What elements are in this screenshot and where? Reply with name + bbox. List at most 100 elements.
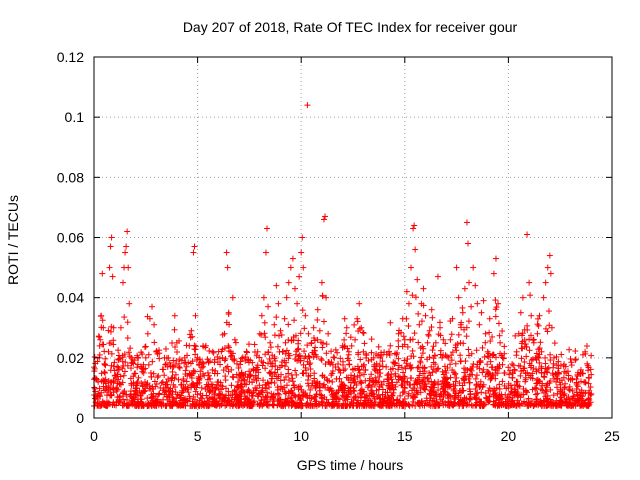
noise-point	[238, 381, 245, 388]
noise-point	[241, 400, 248, 407]
noise-point	[193, 402, 200, 409]
noise-point	[392, 350, 399, 357]
noise-point	[429, 347, 436, 354]
noise-point	[406, 381, 413, 388]
roti-point	[439, 354, 446, 361]
roti-point	[269, 360, 276, 367]
noise-point	[229, 356, 236, 363]
noise-point	[348, 372, 355, 379]
roti-point	[395, 330, 402, 337]
noise-point	[194, 391, 201, 398]
noise-point	[278, 362, 285, 369]
noise-point	[376, 362, 383, 369]
roti-point	[110, 324, 117, 331]
noise-point	[302, 353, 309, 360]
noise-point	[116, 393, 123, 400]
noise-point	[139, 368, 146, 375]
roti-point	[464, 240, 471, 247]
roti-point	[482, 330, 489, 337]
roti-point	[291, 285, 298, 292]
noise-point	[292, 332, 299, 339]
noise-point	[298, 402, 305, 409]
noise-point	[356, 390, 363, 397]
noise-point	[216, 394, 223, 401]
roti-point	[254, 348, 261, 355]
noise-point	[372, 374, 379, 381]
roti-point	[285, 279, 292, 286]
noise-point	[192, 343, 199, 350]
noise-point	[165, 376, 172, 383]
noise-point	[116, 397, 123, 404]
roti-point	[362, 366, 369, 373]
noise-point	[206, 388, 213, 395]
noise-point	[538, 365, 545, 372]
roti-point	[513, 348, 520, 355]
x-tick-label: 0	[90, 428, 98, 444]
noise-point	[274, 384, 281, 391]
noise-point	[220, 396, 227, 403]
noise-point	[119, 354, 126, 361]
noise-point	[477, 378, 484, 385]
noise-point	[528, 362, 535, 369]
roti-point	[111, 372, 118, 379]
roti-point	[128, 354, 135, 361]
noise-point	[291, 317, 298, 324]
noise-point	[91, 375, 98, 382]
noise-point	[298, 386, 305, 393]
noise-point	[567, 355, 574, 362]
noise-point	[434, 399, 441, 406]
noise-point	[572, 348, 579, 355]
roti-point	[534, 330, 541, 337]
noise-point	[523, 343, 530, 350]
noise-point	[376, 373, 383, 380]
noise-point	[259, 362, 266, 369]
noise-point	[177, 402, 184, 409]
noise-point	[177, 395, 184, 402]
noise-point	[538, 402, 545, 409]
noise-point	[585, 374, 592, 381]
noise-point	[467, 388, 474, 395]
noise-point	[353, 402, 360, 409]
noise-point	[329, 387, 336, 394]
noise-point	[489, 333, 496, 340]
noise-point	[375, 352, 382, 359]
noise-point	[240, 387, 247, 394]
roti-point	[161, 354, 168, 361]
noise-point	[122, 359, 129, 366]
noise-point	[504, 394, 511, 401]
noise-point	[240, 376, 247, 383]
noise-point	[160, 401, 167, 408]
roti-point	[530, 336, 537, 343]
noise-point	[306, 361, 313, 368]
noise-point	[207, 387, 214, 394]
noise-point	[285, 336, 292, 343]
noise-point	[317, 391, 324, 398]
roti-point	[294, 300, 301, 307]
roti-point	[229, 294, 236, 301]
noise-point	[496, 332, 503, 339]
noise-point	[140, 388, 147, 395]
noise-point	[120, 372, 127, 379]
x-tick-label: 20	[501, 428, 517, 444]
noise-point	[328, 348, 335, 355]
noise-point	[196, 397, 203, 404]
noise-point	[463, 324, 470, 331]
roti-point	[449, 315, 456, 322]
noise-point	[453, 374, 460, 381]
noise-point	[169, 388, 176, 395]
noise-point	[318, 357, 325, 364]
noise-point	[522, 370, 529, 377]
noise-point	[343, 330, 350, 337]
noise-point	[361, 397, 368, 404]
roti-point	[405, 300, 412, 307]
noise-point	[121, 400, 128, 407]
noise-point	[323, 341, 330, 348]
noise-point	[442, 340, 449, 347]
roti-point	[260, 294, 267, 301]
noise-point	[512, 332, 519, 339]
noise-point	[580, 399, 587, 406]
x-tick-labels: 0 5 10 15 20 25	[90, 428, 620, 444]
noise-point	[271, 379, 278, 386]
noise-point	[296, 352, 303, 359]
noise-point	[171, 375, 178, 382]
